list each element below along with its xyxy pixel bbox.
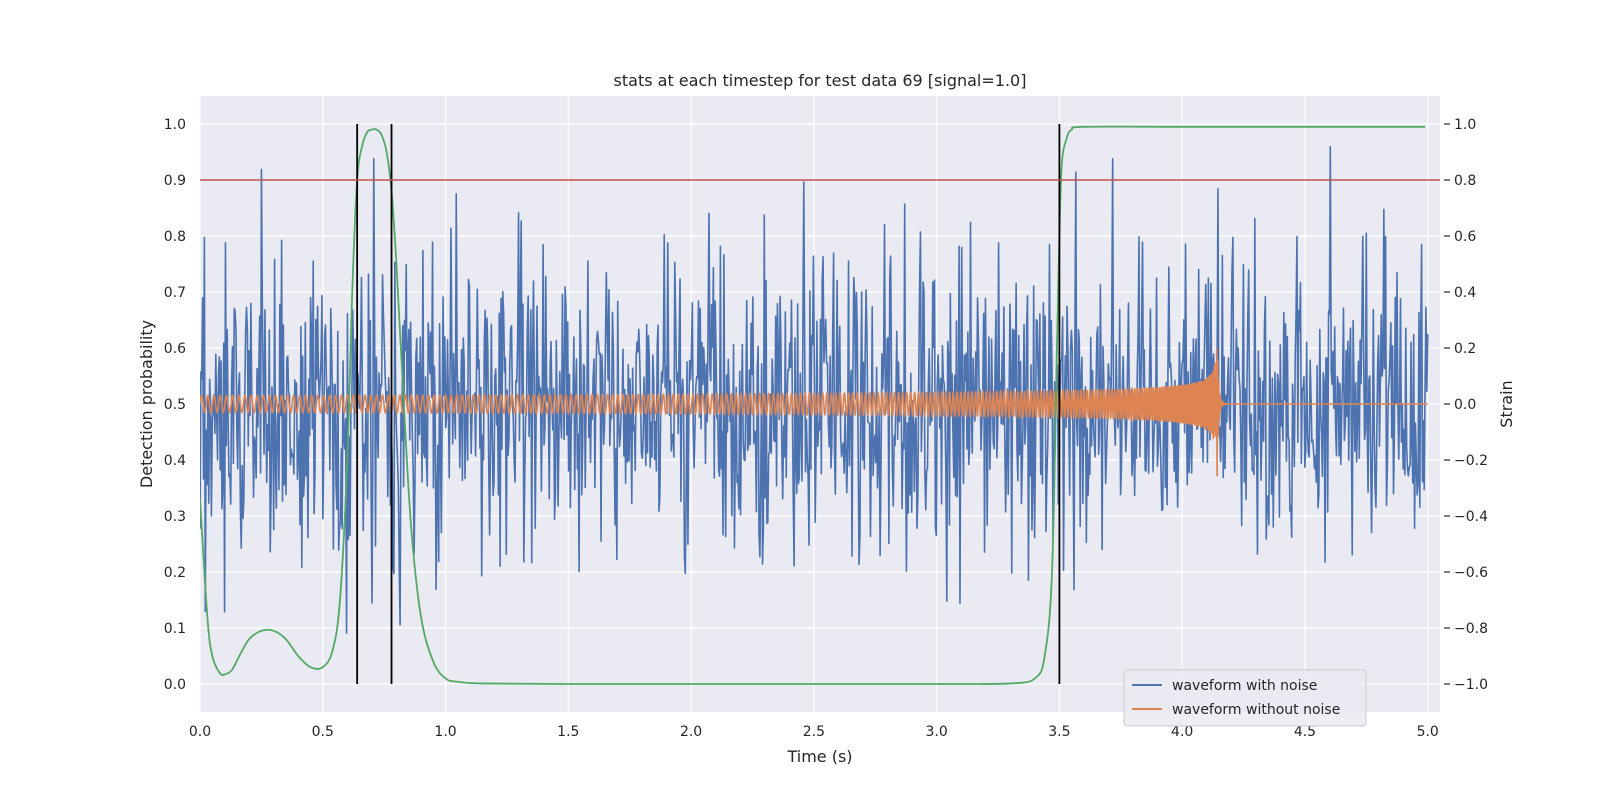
legend: waveform with noise waveform without noi…	[1123, 669, 1367, 727]
legend-label-clean: waveform without noise	[1172, 702, 1340, 718]
x-tick-label: 3.0	[926, 724, 948, 740]
y-left-tick-label: 0.3	[164, 509, 186, 525]
x-tick-label: 1.0	[434, 724, 456, 740]
y-right-tick-label: −0.2	[1454, 453, 1488, 469]
legend-box	[1123, 669, 1367, 727]
x-tick-label: 0.0	[189, 724, 211, 740]
y-axis-left-ticks: 0.0 0.1 0.2 0.3 0.4 0.5 0.6 0.7 0.8 0.9 1.0	[164, 117, 186, 693]
x-axis-ticks: 0.0 0.5 1.0 1.5 2.0 2.5 3.0 3.5 4.0 4.5 5.0	[189, 724, 1439, 740]
x-tick-label: 5.0	[1417, 724, 1439, 740]
y-left-tick-label: 0.6	[164, 341, 186, 357]
y-right-tick-label: 0.4	[1454, 285, 1476, 301]
series-waveform-with-noise	[200, 145, 1429, 634]
y-right-tick-label: 1.0	[1454, 117, 1476, 133]
line-detection-probability	[200, 125, 1426, 685]
x-tick-label: 0.5	[312, 724, 334, 740]
y-right-tick-label: 0.0	[1454, 397, 1476, 413]
x-axis-label: Time (s)	[786, 747, 852, 766]
x-tick-label: 4.5	[1294, 724, 1316, 740]
x-tick-label: 2.5	[803, 724, 825, 740]
series-detection-probability	[200, 125, 1426, 685]
y-left-tick-label: 1.0	[164, 117, 186, 133]
y-left-tick-label: 0.9	[164, 173, 186, 189]
line-waveform-with-noise	[200, 145, 1429, 634]
y-right-tick-label: 0.8	[1454, 173, 1476, 189]
series-waveform-without-noise	[200, 348, 1428, 477]
x-tick-label: 3.5	[1048, 724, 1070, 740]
y-right-tick-label: −0.8	[1454, 621, 1488, 637]
y-axis-right-label: Strain	[1497, 380, 1516, 427]
x-tick-label: 4.0	[1171, 724, 1193, 740]
y-right-tick-label: −1.0	[1454, 677, 1488, 693]
y-left-tick-label: 0.2	[164, 565, 186, 581]
y-axis-left-label: Detection probability	[137, 320, 156, 488]
y-left-tick-label: 0.4	[164, 453, 186, 469]
legend-label-noise: waveform with noise	[1172, 678, 1317, 694]
y-right-tick-label: −0.4	[1454, 509, 1488, 525]
y-right-tick-label: 0.6	[1454, 229, 1476, 245]
y-left-tick-label: 0.7	[164, 285, 186, 301]
y-right-tick-label: −0.6	[1454, 565, 1488, 581]
y-axis-right-ticks: −1.0 −0.8 −0.6 −0.4 −0.2 0.0 0.2 0.4 0.6 0.8 1.0	[1444, 117, 1488, 693]
y-left-tick-label: 0.8	[164, 229, 186, 245]
x-tick-label: 1.5	[557, 724, 579, 740]
detection-markers	[356, 124, 1061, 684]
x-tick-label: 2.0	[680, 724, 702, 740]
y-left-tick-label: 0.1	[164, 621, 186, 637]
y-left-tick-label: 0.5	[164, 397, 186, 413]
line-waveform-without-noise	[200, 348, 1428, 477]
y-right-tick-label: 0.2	[1454, 341, 1476, 357]
y-left-tick-label: 0.0	[164, 677, 186, 693]
chart-title: stats at each timestep for test data 69 …	[614, 71, 1027, 90]
